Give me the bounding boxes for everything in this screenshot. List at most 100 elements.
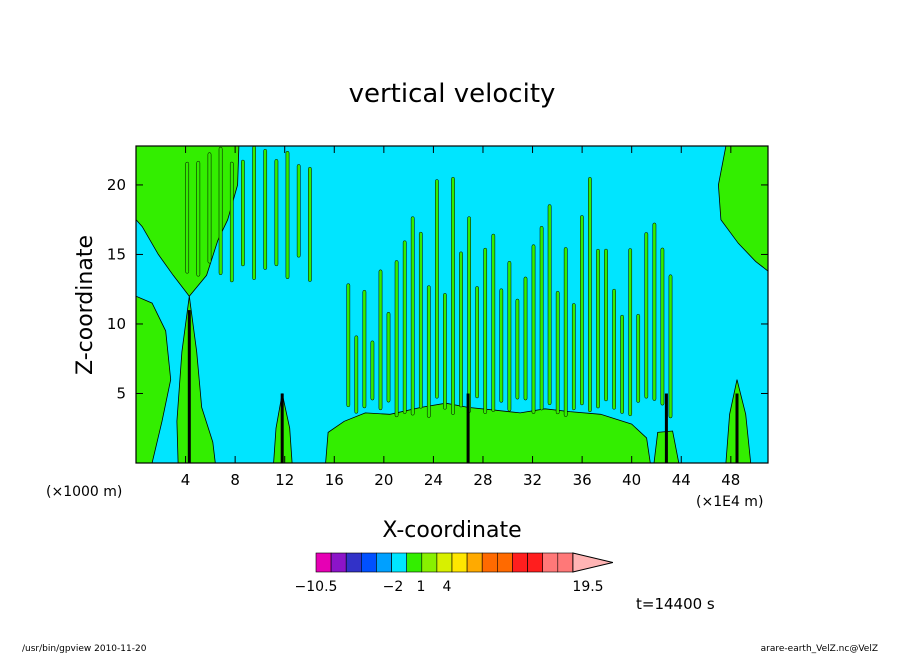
y-axis-label: Z-coordinate <box>73 235 98 375</box>
x-tick-label: 32 <box>523 471 542 489</box>
positive-cell-column <box>636 313 641 403</box>
y-tick-label: 15 <box>107 245 126 263</box>
colorbar-swatch <box>436 552 453 573</box>
x-tick-label: 36 <box>573 471 592 489</box>
updraft-core <box>664 393 668 463</box>
updraft-core <box>466 393 470 463</box>
positive-cell-column <box>547 204 552 406</box>
x-tick-label: 28 <box>473 471 492 489</box>
positive-cell-column <box>459 251 463 408</box>
x-tick-label: 40 <box>622 471 641 489</box>
positive-region-left-edge <box>136 295 172 463</box>
positive-cell-column <box>563 247 568 417</box>
x-axis: 4 8 12 16 20 24 28 32 36 40 44 48 <box>181 146 740 489</box>
updraft-core <box>735 393 739 463</box>
colorbar-tick-label: 19.5 <box>572 579 603 595</box>
positive-cell-column <box>515 298 520 400</box>
positive-cell-column <box>394 260 399 418</box>
positive-cell-column <box>668 274 673 419</box>
positive-cell-column <box>402 240 407 414</box>
positive-cell-column <box>571 303 576 411</box>
chart-title: vertical velocity <box>349 79 556 109</box>
positive-cell-column <box>435 179 439 399</box>
positive-cell-column <box>660 247 665 406</box>
x-tick-label: 16 <box>325 471 344 489</box>
colorbar-swatch <box>496 552 513 573</box>
colorbar-swatch <box>481 552 498 573</box>
x-unit-right: (×1E4 m) <box>696 494 763 510</box>
x-tick-label: 12 <box>275 471 294 489</box>
x-tick-label: 8 <box>230 471 240 489</box>
positive-cell-column <box>604 248 608 402</box>
positive-cell-column <box>274 159 279 267</box>
y-tick-label: 5 <box>116 384 126 402</box>
positive-cell-column <box>241 159 245 267</box>
colorbar-swatch <box>345 552 362 573</box>
plot-frame <box>135 145 769 464</box>
positive-cell-column <box>475 286 479 399</box>
positive-cell-column <box>410 216 415 416</box>
positive-cell-column <box>185 161 190 274</box>
x-tick-label: 44 <box>672 471 691 489</box>
footer-right: arare-earth_VelZ.nc@VelZ <box>761 644 878 654</box>
x-tick-label: 4 <box>181 471 191 489</box>
colorbar-swatch <box>330 552 347 573</box>
positive-cell-column <box>308 166 312 282</box>
x-unit-left: (×1000 m) <box>46 484 122 500</box>
updraft-core <box>187 310 191 463</box>
colorbar-swatch <box>527 552 543 573</box>
positive-cell-column <box>491 233 496 412</box>
positive-cell-column <box>229 161 234 283</box>
colorbar-swatch <box>421 552 438 573</box>
positive-cell-column <box>652 222 657 401</box>
positive-cell-column <box>612 288 616 410</box>
positive-cell-column <box>218 146 223 276</box>
colorbar-swatch <box>315 552 332 573</box>
colorbar-swatch <box>406 552 423 573</box>
colorbar: −10.5 −2 1 4 19.5 <box>295 552 614 595</box>
positive-cell-column <box>483 247 488 414</box>
colorbar-tick-label: 1 <box>417 579 426 595</box>
colorbar-swatch <box>376 552 392 573</box>
positive-cell-column <box>523 276 528 401</box>
colorbar-swatch <box>360 552 377 573</box>
positive-cell-column <box>196 160 201 277</box>
positive-cell-column <box>539 225 544 411</box>
colorbar-swatch <box>391 552 408 573</box>
time-label: t=14400 s <box>636 595 715 613</box>
positive-cell-column <box>451 176 455 415</box>
colorbar-tick-label: 4 <box>443 579 452 595</box>
positive-cell-column <box>620 314 624 414</box>
colorbar-swatch <box>512 552 528 573</box>
positive-cell-column <box>499 288 504 403</box>
colorbar-tick-label: −2 <box>383 579 404 595</box>
positive-cell-column <box>628 248 633 417</box>
y-axis: 5 10 15 20 <box>107 176 768 402</box>
positive-cell-column <box>588 177 592 413</box>
positive-cell-column <box>426 285 431 418</box>
updraft-core <box>280 393 284 463</box>
positive-cell-column <box>346 283 351 408</box>
colorbar-arrow <box>572 552 614 573</box>
positive-cell-column <box>207 152 212 264</box>
colorbar-swatch <box>557 552 574 573</box>
positive-cell-column <box>362 289 367 409</box>
positive-cell-column <box>443 293 447 410</box>
positive-cell-column <box>296 164 301 258</box>
positive-cell-column <box>370 340 375 401</box>
positive-cell-column <box>354 335 359 414</box>
positive-cell-column <box>531 244 536 414</box>
y-tick-label: 10 <box>107 315 126 333</box>
positive-cell-column <box>644 232 649 399</box>
positive-cell-column <box>467 216 471 413</box>
plot-area <box>136 146 768 463</box>
positive-cell-column <box>252 146 256 280</box>
positive-cell-column <box>418 231 423 409</box>
positive-region-upper-right <box>717 146 768 272</box>
colorbar-swatch <box>466 552 483 573</box>
x-axis-label: X-coordinate <box>382 518 521 543</box>
positive-cell-column <box>596 248 600 409</box>
positive-cell-column <box>507 260 512 412</box>
x-tick-label: 24 <box>424 471 443 489</box>
